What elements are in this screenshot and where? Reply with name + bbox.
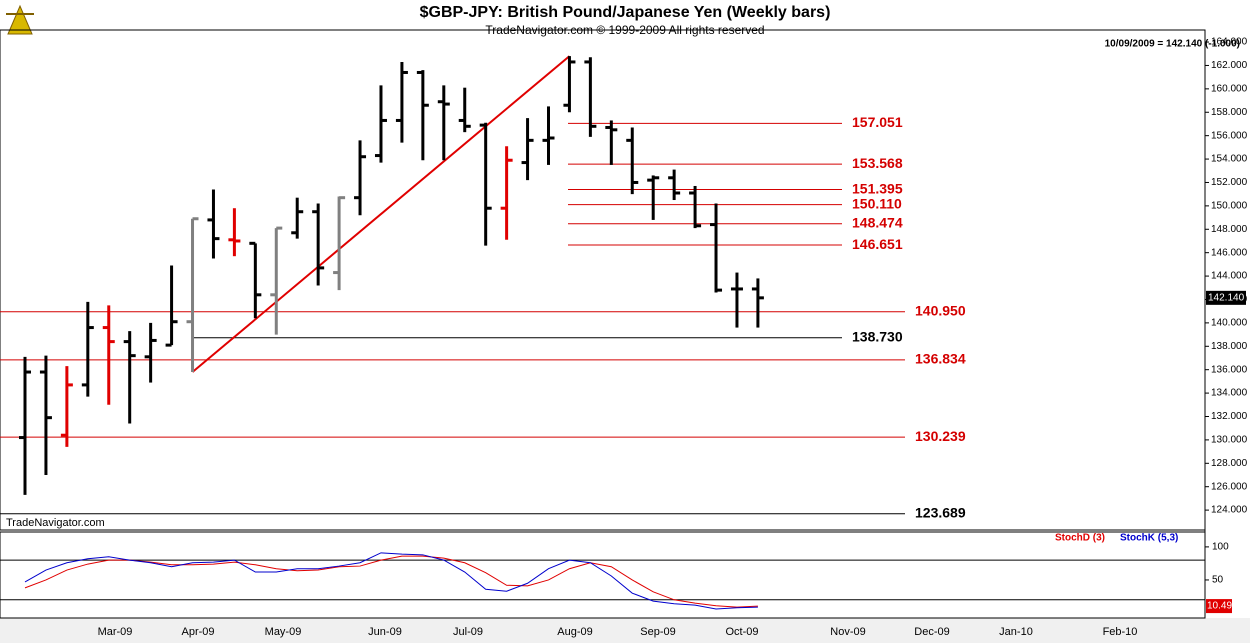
x-tick-label: Nov-09 bbox=[830, 626, 865, 638]
x-tick-label: Mar-09 bbox=[98, 626, 133, 638]
ohlc-bar bbox=[312, 203, 325, 286]
y-tick-label: 158.000 bbox=[1211, 107, 1248, 118]
legend-label: StochD (3) bbox=[1055, 533, 1105, 544]
ohlc-bar bbox=[521, 118, 534, 181]
level-label: 138.730 bbox=[852, 328, 903, 344]
ohlc-bar bbox=[291, 197, 304, 239]
level-label: 148.474 bbox=[852, 214, 903, 230]
y-tick-label: 154.000 bbox=[1211, 154, 1248, 165]
x-tick-label: Sep-09 bbox=[640, 626, 675, 638]
logo bbox=[6, 4, 34, 35]
y-tick-label: 140.000 bbox=[1211, 318, 1248, 329]
ohlc-bar bbox=[165, 265, 178, 347]
x-tick-label: Feb-10 bbox=[1103, 626, 1138, 638]
stoch-line bbox=[24, 552, 758, 610]
y-tick-label: 130.000 bbox=[1211, 435, 1248, 446]
level-label: 151.395 bbox=[852, 180, 903, 196]
ohlc-bar bbox=[249, 241, 262, 319]
ohlc-bar bbox=[102, 305, 115, 405]
chart-title: $GBP-JPY: British Pound/Japanese Yen (We… bbox=[420, 4, 831, 21]
ohlc-bar bbox=[270, 226, 283, 335]
level-label: 140.950 bbox=[915, 302, 966, 318]
y-tick-label: 156.000 bbox=[1211, 130, 1248, 141]
y-tick-label: 128.000 bbox=[1211, 458, 1248, 469]
stoch-line bbox=[24, 555, 758, 608]
y-tick-label: 50 bbox=[1212, 575, 1224, 586]
x-tick-label: Dec-09 bbox=[914, 626, 949, 638]
ohlc-bar bbox=[144, 322, 157, 383]
ohlc-bar bbox=[584, 57, 597, 137]
y-tick-label: 152.000 bbox=[1211, 177, 1248, 188]
trend-line bbox=[191, 55, 571, 373]
ohlc-bar bbox=[542, 106, 555, 165]
ohlc-bar bbox=[333, 196, 346, 291]
last-value-label: 10.49 bbox=[1207, 601, 1232, 612]
x-tick-label: Oct-09 bbox=[725, 626, 758, 638]
ohlc-bar bbox=[626, 127, 639, 195]
y-tick-label: 150.000 bbox=[1211, 201, 1248, 212]
x-tick-label: Jun-09 bbox=[368, 626, 402, 638]
ohlc-bar bbox=[751, 278, 764, 328]
level-label: 157.051 bbox=[852, 114, 903, 130]
level-label: 130.239 bbox=[915, 428, 966, 444]
ohlc-bar bbox=[354, 140, 367, 216]
y-tick-label: 144.000 bbox=[1211, 271, 1248, 282]
ohlc-bar bbox=[123, 331, 136, 424]
y-tick-label: 146.000 bbox=[1211, 247, 1248, 258]
x-tick-label: Apr-09 bbox=[181, 626, 214, 638]
x-tick-label: Jul-09 bbox=[453, 626, 483, 638]
ohlc-bar bbox=[39, 355, 52, 476]
ohlc-bar bbox=[416, 70, 429, 161]
ohlc-bar bbox=[689, 185, 702, 229]
source-label: TradeNavigator.com bbox=[6, 517, 105, 529]
ohlc-bar bbox=[207, 189, 220, 259]
y-tick-label: 160.000 bbox=[1211, 83, 1248, 94]
level-label: 136.834 bbox=[915, 351, 966, 367]
ohlc-bar bbox=[395, 61, 408, 143]
y-tick-label: 100 bbox=[1212, 542, 1229, 553]
ohlc-bar bbox=[668, 169, 681, 201]
x-tick-label: Aug-09 bbox=[557, 626, 592, 638]
ohlc-bar bbox=[228, 208, 241, 257]
level-label: 123.689 bbox=[915, 504, 966, 520]
ohlc-bar bbox=[710, 203, 723, 293]
ohlc-bar bbox=[60, 366, 73, 447]
x-tick-label: May-09 bbox=[265, 626, 302, 638]
level-label: 153.568 bbox=[852, 155, 903, 171]
y-tick-label: 162.000 bbox=[1211, 60, 1248, 71]
ohlc-bar bbox=[81, 301, 94, 397]
last-value-box bbox=[1206, 599, 1232, 614]
x-axis-strip bbox=[0, 618, 1250, 643]
ohlc-bar bbox=[730, 272, 743, 328]
y-tick-label: 126.000 bbox=[1211, 481, 1248, 492]
last-price-label: 142.140 bbox=[1208, 292, 1245, 303]
ohlc-bar bbox=[19, 356, 31, 495]
ohlc-bar bbox=[458, 87, 471, 133]
x-tick-label: Jan-10 bbox=[999, 626, 1033, 638]
ohlc-bar bbox=[479, 122, 492, 246]
ohlc-bar bbox=[500, 146, 513, 240]
y-tick-label: 134.000 bbox=[1211, 388, 1248, 399]
ohlc-bar bbox=[437, 85, 450, 161]
y-tick-label: 132.000 bbox=[1211, 411, 1248, 422]
ohlc-bar bbox=[647, 175, 660, 220]
y-tick-label: 124.000 bbox=[1211, 505, 1248, 516]
ohlc-bar bbox=[605, 120, 618, 165]
legend-label: StochK (5,3) bbox=[1120, 533, 1178, 544]
y-tick-label: 148.000 bbox=[1211, 224, 1248, 235]
ohlc-bar bbox=[374, 85, 387, 163]
level-label: 150.110 bbox=[852, 195, 902, 211]
y-tick-label: 136.000 bbox=[1211, 364, 1248, 375]
y-tick-label: 138.000 bbox=[1211, 341, 1248, 352]
level-label: 146.651 bbox=[852, 236, 903, 252]
ohlc-bar bbox=[186, 217, 199, 373]
last-price-box bbox=[1206, 290, 1246, 305]
header-note: 10/09/2009 = 142.140 (-1.000) bbox=[1105, 39, 1240, 50]
ohlc-bar bbox=[563, 56, 576, 113]
y-tick-label: 164.000 bbox=[1211, 37, 1248, 48]
